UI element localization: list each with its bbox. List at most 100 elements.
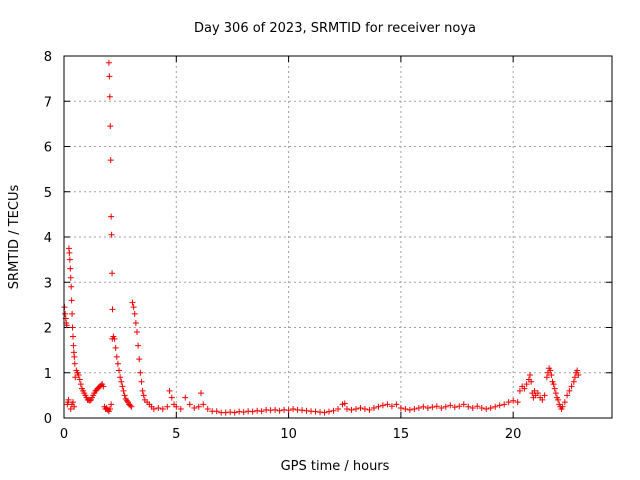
data-point (118, 378, 125, 385)
data-point (198, 390, 204, 397)
data-point (182, 394, 189, 401)
data-point (290, 405, 297, 412)
data-point (128, 403, 135, 410)
data-point (109, 270, 116, 277)
data-point (177, 405, 184, 412)
data-point (159, 405, 166, 412)
data-point (527, 372, 534, 379)
y-tick-label: 4 (44, 231, 52, 246)
data-point (483, 405, 490, 412)
data-point (357, 405, 364, 412)
data-point (424, 405, 431, 412)
data-point (438, 405, 445, 412)
data-point (341, 400, 348, 407)
data-point (570, 378, 577, 385)
data-point (69, 333, 76, 340)
plot-frame (63, 55, 613, 419)
y-tick-label: 8 (44, 50, 52, 65)
data-point (71, 403, 78, 410)
x-tick-labels: 0 5 10 15 20 (60, 427, 522, 442)
x-tick-label: 5 (172, 427, 180, 442)
data-point (114, 360, 121, 367)
data-point (69, 399, 76, 406)
data-point (166, 387, 173, 394)
data-point (534, 390, 541, 397)
data-point (276, 407, 283, 414)
data-point (119, 383, 126, 390)
chart-title: Day 306 of 2023, SRMTID for receiver noy… (194, 21, 476, 36)
data-point (77, 381, 84, 388)
y-tick-label: 3 (44, 276, 52, 291)
data-point (541, 392, 548, 399)
data-point (571, 374, 578, 381)
data-point (65, 396, 72, 403)
y-tick-label: 6 (44, 141, 52, 156)
data-point (240, 409, 247, 416)
y-tick-labels: 0 1 2 3 4 5 6 7 8 (44, 50, 52, 427)
data-point (164, 403, 171, 410)
data-point (442, 403, 449, 410)
data-point (69, 310, 76, 317)
data-point (62, 310, 69, 317)
data-point (523, 381, 530, 388)
data-point (108, 231, 115, 238)
data-point (71, 360, 78, 367)
data-point (429, 404, 436, 411)
data-point (550, 381, 557, 388)
data-point (107, 157, 114, 164)
data-point (531, 387, 538, 394)
data-point (131, 310, 138, 317)
y-tick-label: 5 (44, 186, 52, 201)
data-point (447, 402, 454, 409)
data-point (200, 401, 207, 408)
data-point (133, 329, 140, 336)
data-point (120, 387, 127, 394)
data-point (213, 408, 220, 415)
data-point (113, 353, 120, 360)
data-point (326, 408, 333, 415)
data-point (433, 403, 440, 410)
x-axis-label: GPS time / hours (281, 459, 390, 474)
data-point (100, 383, 107, 390)
data-point (384, 401, 391, 408)
data-point (231, 409, 238, 416)
data-point (107, 123, 114, 130)
data-point (107, 405, 114, 412)
data-point (487, 405, 494, 412)
data-point (375, 403, 382, 410)
data-point (366, 406, 373, 413)
data-point (109, 306, 116, 313)
data-point (138, 378, 145, 385)
data-point (72, 374, 79, 381)
x-tick-label: 0 (60, 427, 68, 442)
data-point (352, 405, 359, 412)
data-point (67, 405, 74, 412)
data-point (132, 319, 139, 326)
data-point (496, 402, 503, 409)
data-points (61, 59, 582, 416)
data-point (551, 385, 558, 392)
data-point (127, 402, 134, 409)
data-point (136, 356, 143, 363)
data-point (155, 405, 162, 412)
data-point (112, 344, 119, 351)
x-tick-label: 20 (505, 427, 522, 442)
data-point (68, 283, 75, 290)
data-point (402, 405, 409, 412)
grid-lines (64, 56, 612, 418)
data-point (539, 396, 546, 403)
data-point (420, 403, 427, 410)
data-point (67, 274, 74, 281)
data-point (137, 369, 144, 376)
data-point (272, 406, 279, 413)
data-point (111, 335, 118, 342)
data-point (456, 403, 463, 410)
data-point (140, 392, 147, 399)
data-point (388, 403, 395, 410)
data-point (478, 405, 485, 412)
data-point (106, 73, 113, 80)
data-point (191, 405, 198, 412)
data-point (555, 396, 562, 403)
data-point (139, 387, 146, 394)
